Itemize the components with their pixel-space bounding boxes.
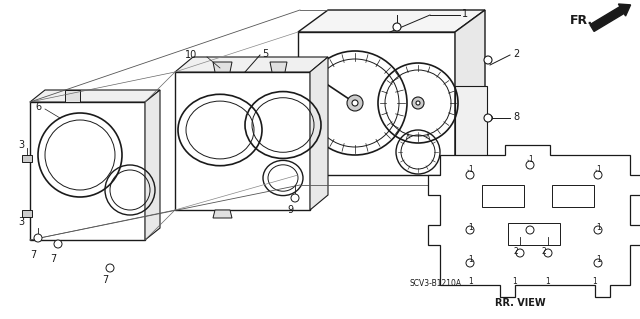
Circle shape <box>291 194 299 202</box>
Circle shape <box>34 234 42 242</box>
Circle shape <box>412 97 424 109</box>
Text: 3: 3 <box>18 217 24 227</box>
Circle shape <box>594 171 602 179</box>
Text: SCV3-B1210A: SCV3-B1210A <box>410 278 462 287</box>
Text: 1: 1 <box>468 222 473 232</box>
Text: 1: 1 <box>528 155 532 165</box>
Circle shape <box>594 259 602 267</box>
Circle shape <box>352 100 358 106</box>
Bar <box>508 223 560 245</box>
Text: 2: 2 <box>514 247 519 256</box>
Circle shape <box>526 226 534 234</box>
Bar <box>22 210 32 217</box>
Circle shape <box>106 264 114 272</box>
Circle shape <box>393 23 401 31</box>
Polygon shape <box>213 62 232 72</box>
Polygon shape <box>145 90 160 240</box>
Circle shape <box>484 114 492 122</box>
Polygon shape <box>175 72 310 210</box>
Text: 6: 6 <box>35 102 41 112</box>
Polygon shape <box>455 10 485 175</box>
Text: 7: 7 <box>102 275 108 285</box>
Text: 3: 3 <box>18 140 24 150</box>
Bar <box>22 155 32 162</box>
Circle shape <box>466 259 474 267</box>
Polygon shape <box>65 90 80 102</box>
Polygon shape <box>175 57 328 72</box>
Text: 2: 2 <box>542 247 547 256</box>
Text: 8: 8 <box>513 112 519 122</box>
Polygon shape <box>213 210 232 218</box>
Circle shape <box>488 115 493 121</box>
Polygon shape <box>30 102 145 240</box>
Polygon shape <box>428 145 640 297</box>
Text: 10: 10 <box>185 50 197 60</box>
Text: 1: 1 <box>462 9 468 19</box>
Polygon shape <box>298 10 485 32</box>
Polygon shape <box>298 32 455 175</box>
Circle shape <box>516 249 524 257</box>
Text: 1: 1 <box>596 166 601 174</box>
Polygon shape <box>310 57 328 210</box>
Polygon shape <box>270 62 287 72</box>
Polygon shape <box>30 90 160 102</box>
Circle shape <box>54 240 62 248</box>
Text: 1: 1 <box>592 277 596 286</box>
Text: 1: 1 <box>468 255 473 263</box>
Text: 1: 1 <box>596 255 601 263</box>
Text: FR.: FR. <box>570 13 593 26</box>
Text: 7: 7 <box>30 250 36 260</box>
Text: 5: 5 <box>262 49 268 59</box>
Circle shape <box>544 249 552 257</box>
Text: RR. VIEW: RR. VIEW <box>495 298 546 308</box>
Bar <box>455 86 487 175</box>
Text: 1: 1 <box>468 277 473 286</box>
Text: 1: 1 <box>596 222 601 232</box>
Circle shape <box>347 95 363 111</box>
Circle shape <box>594 226 602 234</box>
Bar <box>552 185 594 207</box>
Bar <box>482 185 524 207</box>
Circle shape <box>484 56 492 64</box>
Text: 2: 2 <box>513 49 519 59</box>
Text: 1: 1 <box>468 166 473 174</box>
Circle shape <box>416 101 420 105</box>
Text: 9: 9 <box>287 205 293 215</box>
Circle shape <box>526 161 534 169</box>
FancyArrow shape <box>590 4 630 32</box>
Text: 7: 7 <box>50 254 56 264</box>
Text: 1: 1 <box>545 277 550 286</box>
Text: 1: 1 <box>512 277 516 286</box>
Circle shape <box>466 226 474 234</box>
Circle shape <box>466 171 474 179</box>
